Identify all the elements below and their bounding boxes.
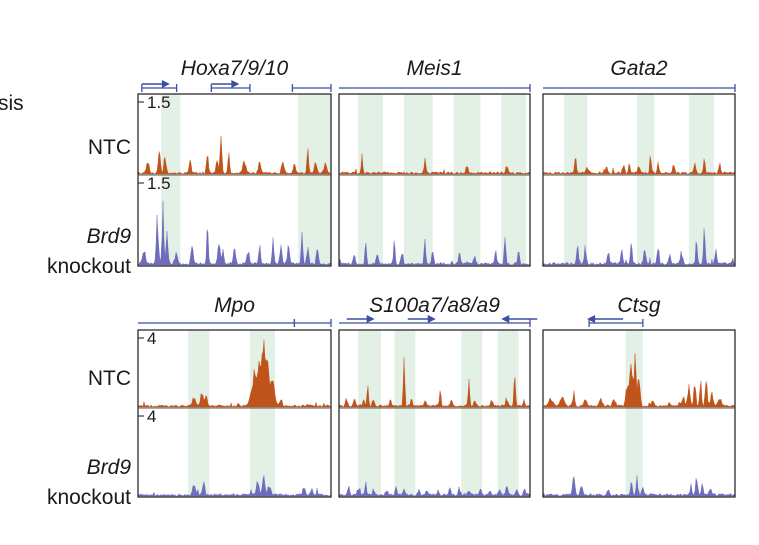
ntc-signal-track [137,136,332,175]
ntc-signal-track [338,357,531,408]
gene-label-meis1: Meis1 [406,57,462,80]
ntc-signal-track [338,153,531,175]
panel-frame [137,329,332,498]
panel-s100a7-a8-a9: S100a7/a8/a9 [338,294,538,498]
gene-label-mpo: Mpo [214,294,255,317]
gene-label-hoxa7-9-10: Hoxa7/9/10 [181,57,289,80]
panel-mpo: Mpo 4 4 [137,294,332,498]
highlight-region [497,330,519,497]
highlight-region [564,94,588,266]
ntc-signal-track [137,339,332,408]
highlight-region [161,94,181,266]
highlight-region [688,94,714,266]
gene-label-s100a7-a8-a9: S100a7/a8/a9 [369,294,500,317]
row-label-ntc-bottom: NTC [88,367,131,390]
knockout-signal-track [542,228,736,266]
panel-ctsg: Ctsg [542,294,736,498]
scale-label-ntc: 1.5 [147,93,171,112]
knockout-signal-track [137,200,332,266]
ntc-signal-track [542,353,736,408]
highlight-region [394,330,416,497]
panel-gata2: Gata2 [542,57,736,267]
gene-label-ctsg: Ctsg [617,294,661,317]
knockout-signal-track [137,475,332,497]
knockout-signal-track [338,481,531,497]
panel-frame [542,93,736,267]
highlight-region [188,330,210,497]
highlight-region [358,330,382,497]
scale-label-knockout: 1.5 [147,174,171,193]
panel-meis1: Meis1 [338,57,531,267]
gene-label-gata2: Gata2 [610,57,668,80]
strand-arrow-head-right [366,315,375,323]
strand-arrow-head-right [427,315,436,323]
row-label-brd9-bottom: Brd9 [87,456,132,479]
knockout-signal-track [338,237,531,266]
highlight-region [358,94,383,266]
highlight-region [298,94,331,266]
row-label-ntc-top: NTC [88,136,131,159]
strand-arrow-head-right [161,80,170,88]
ntc-signal-track [542,156,736,175]
strand-arrow-head-left [587,315,596,323]
row-label-knockout-bottom: knockout [47,486,131,509]
highlight-region [453,94,481,266]
highlight-region [403,94,433,266]
row-label-knockout-top: knockout [47,255,131,278]
knockout-signal-track [542,475,736,497]
panel-frame [542,329,736,498]
panel-frame [137,93,332,267]
highlight-region [625,330,643,497]
highlight-region [637,94,655,266]
highlight-region [501,94,527,266]
panel-frame [338,329,531,498]
left-cut-label: sis [0,92,24,115]
highlight-region [461,330,483,497]
strand-arrow-head-right [231,80,240,88]
scale-label-ntc: 4 [147,329,156,348]
scale-label-knockout: 4 [147,407,156,426]
panel-hoxa7-9-10: Hoxa7/9/10 1.5 1.5 [137,57,332,267]
panel-frame [338,93,531,267]
track-panels: Hoxa7/9/10 1.5 1.5 Meis1 Gata2 Mpo 4 4 S100a7/a8… [137,57,736,498]
strand-arrow-head-left [501,315,510,323]
row-label-brd9-top: Brd9 [87,225,132,248]
